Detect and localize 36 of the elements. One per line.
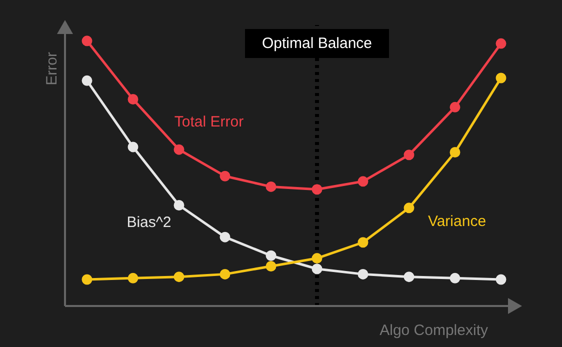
point [82, 36, 92, 46]
point [496, 38, 506, 49]
point [128, 142, 138, 152]
point [174, 200, 184, 211]
point [358, 176, 368, 187]
y-axis-title: Error [44, 52, 61, 86]
point [312, 264, 322, 274]
x-axis-title: Algo Complexity [380, 322, 488, 339]
point [450, 102, 460, 112]
annotation: Optimal Balance [262, 34, 372, 52]
point [174, 144, 184, 155]
point [404, 150, 414, 160]
point [358, 237, 368, 248]
point [220, 232, 230, 242]
point [358, 268, 368, 280]
point [266, 181, 276, 192]
point [404, 202, 414, 214]
series-label: Variance [428, 212, 486, 230]
point [266, 260, 276, 272]
point [266, 250, 276, 261]
series-label: Total Error [174, 114, 244, 131]
point [220, 170, 230, 182]
point [128, 272, 138, 284]
point [450, 146, 460, 158]
point [312, 184, 322, 195]
point [312, 253, 322, 264]
point [174, 272, 184, 282]
point [496, 274, 506, 285]
point [82, 75, 92, 86]
point [128, 94, 138, 104]
point [82, 274, 92, 285]
point [404, 272, 414, 282]
point [450, 272, 460, 284]
point [496, 72, 506, 84]
series-label: Bias^2 [126, 214, 172, 232]
point [220, 268, 230, 280]
